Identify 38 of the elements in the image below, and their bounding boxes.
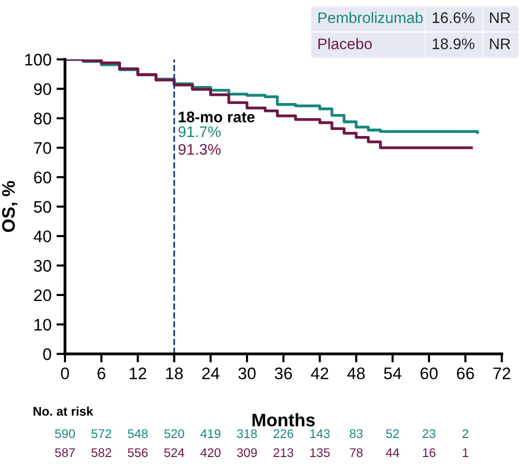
y-axis-title: OS, % [2,181,18,232]
y-tick-label: 10 [34,318,52,331]
x-tick-label: 66 [456,368,474,380]
x-tick-label: 36 [274,368,292,380]
text: Placebo [318,38,372,50]
x-tick-label: 60 [420,368,438,380]
text: NR [490,12,510,23]
y-tick-label: 0 [43,348,52,360]
x-axis-title: Months [252,413,315,426]
y-tick-label: 70 [34,142,52,154]
text: 587 582 556 524 420 309 213 135 78 44 16 1 [55,448,468,458]
x-tick-label: 54 [384,368,402,380]
annotation: 91.7% [178,126,221,138]
x-tick-label: 24 [202,368,220,380]
y-tick-label: 90 [34,83,52,96]
x-tick-label: 12 [130,368,146,380]
y-tick-label: 20 [34,289,52,302]
x-tick-label: 18 [166,368,183,380]
x-tick-label: 42 [310,368,328,380]
text: Pembrolizumab [318,12,423,24]
ref-line-label: 18-mo rate [178,112,255,122]
text: 16.6% [432,12,474,24]
y-tick-label: 40 [34,230,52,242]
y-tick-label: 30 [34,260,52,272]
x-tick-label: 0 [61,368,69,380]
text: No. at risk [34,406,94,416]
y-tick-label: 100 [25,54,52,66]
text: 590 572 548 520 419 318 226 143 83 52 23 2 [55,429,468,438]
annotation: 91.3% [178,144,221,155]
y-tick-label: 50 [34,201,52,213]
x-tick-label: 48 [347,368,365,380]
text: 18.9% [432,38,474,50]
text: NR [490,38,510,50]
y-tick-label: 60 [34,172,52,184]
x-tick-label: 72 [493,368,510,380]
x-tick-label: 6 [98,368,106,380]
x-tick-label: 30 [238,368,256,380]
y-tick-label: 80 [34,112,52,124]
